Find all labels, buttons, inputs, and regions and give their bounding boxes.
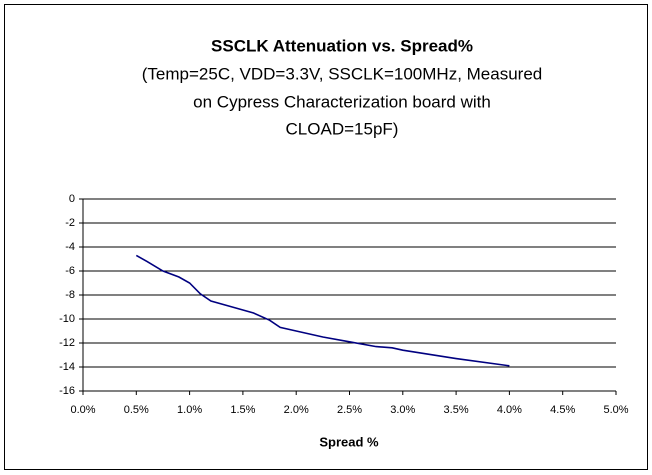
x-axis-label: Spread % <box>319 434 379 449</box>
x-tick-label: 2.5% <box>337 404 362 416</box>
x-tick-label: 0.0% <box>70 404 95 416</box>
x-tick-label: 0.5% <box>124 404 149 416</box>
chart-border <box>4 4 648 470</box>
x-tick-label: 4.5% <box>550 404 575 416</box>
y-tick-label: -12 <box>59 337 75 349</box>
y-tick-label: -4 <box>65 241 75 253</box>
x-tick-label: 5.0% <box>603 404 628 416</box>
x-tick-label: 1.5% <box>230 404 255 416</box>
chart-title: SSCLK Attenuation vs. Spread% <box>211 36 473 55</box>
y-tick-label: -6 <box>65 265 75 277</box>
x-tick-label: 3.0% <box>390 404 415 416</box>
y-tick-label: -10 <box>59 313 75 325</box>
chart-subtitle: (Temp=25C, VDD=3.3V, SSCLK=100MHz, Measu… <box>142 64 543 83</box>
y-tick-label: -14 <box>59 361 75 373</box>
y-tick-label: -8 <box>65 289 75 301</box>
x-tick-label: 1.0% <box>177 404 202 416</box>
x-tick-label: 2.0% <box>284 404 309 416</box>
y-tick-label: 0 <box>69 193 75 205</box>
x-tick-label: 4.0% <box>497 404 522 416</box>
y-tick-label: -2 <box>65 217 75 229</box>
x-tick-label: 3.5% <box>444 404 469 416</box>
chart-subtitle: on Cypress Characterization board with <box>193 92 491 111</box>
data-line <box>135 254 510 367</box>
y-tick-label: -16 <box>59 385 75 397</box>
chart-subtitle: CLOAD=15pF) <box>286 119 399 138</box>
